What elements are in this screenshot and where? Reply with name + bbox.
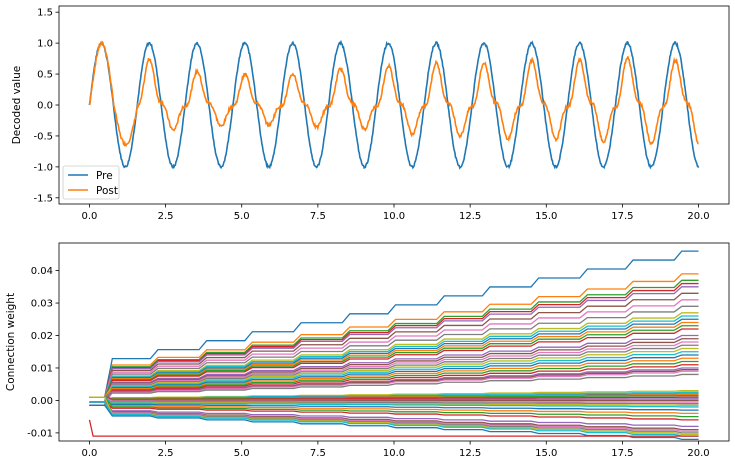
weight-line: [89, 334, 699, 406]
weight-line: [89, 401, 699, 437]
weight-line: [89, 370, 699, 406]
x-tick-label: 0.0: [82, 448, 98, 459]
x-tick-label: 10.0: [383, 211, 405, 222]
top-y-ticks: -1.5 -1.0 -0.5 0.0 0.5 1.0 1.5: [33, 8, 59, 204]
legend-post-label: Post: [96, 185, 118, 197]
top-lines: [88, 39, 700, 170]
weight-line: [89, 396, 699, 408]
x-tick-label: 5.0: [234, 211, 250, 222]
weight-line: [89, 357, 699, 398]
weight-line: [89, 292, 699, 406]
weight-line: [89, 273, 699, 403]
bottom-x-ticks: 0.0 2.5 5.0 7.5 10.0 12.5 15.0 17.5 20.0: [82, 441, 710, 459]
weight-line: [89, 404, 699, 428]
y-tick-label: 0.0: [37, 101, 53, 112]
weight-line: [89, 404, 699, 415]
top-ylabel: Decoded value: [11, 66, 23, 145]
weight-line: [89, 404, 699, 434]
weight-line: [89, 341, 699, 403]
x-tick-label: 12.5: [459, 211, 481, 222]
weight-line: [89, 396, 699, 431]
weight-line: [89, 318, 699, 403]
y-tick-label: 0.03: [31, 299, 53, 310]
weight-line: [89, 401, 699, 432]
weight-line: [89, 312, 699, 406]
y-tick-label: -0.01: [27, 428, 53, 439]
y-tick-label: 0.01: [31, 363, 53, 374]
series-post-line: [88, 40, 699, 147]
weight-line: [89, 373, 699, 398]
top-x-ticks: 0.0 2.5 5.0 7.5 10.0 12.5 15.0 17.5 20.0: [82, 204, 710, 222]
weight-line: [89, 299, 699, 398]
weight-line: [89, 401, 699, 405]
weight-line: [89, 328, 699, 403]
weight-line: [89, 344, 699, 406]
weight-line: [89, 396, 699, 436]
weight-line: [89, 354, 699, 406]
x-tick-label: 5.0: [234, 448, 250, 459]
bottom-ylabel: Connection weight: [5, 293, 17, 391]
x-tick-label: 10.0: [383, 448, 405, 459]
weight-line: [89, 396, 699, 403]
y-tick-label: 0.00: [31, 396, 53, 407]
top-chart: 0.0 2.5 5.0 7.5 10.0 12.5 15.0 17.5 20.0 -1.5-1.…: [11, 5, 730, 222]
x-tick-label: 2.5: [158, 448, 174, 459]
y-tick-label: -1.0: [33, 162, 53, 173]
weight-line: [89, 321, 699, 406]
top-plot-area: [59, 6, 729, 204]
weight-line: [89, 364, 699, 406]
weight-line: [89, 286, 699, 403]
x-tick-label: 20.0: [687, 211, 709, 222]
y-tick-label: -1.5: [33, 193, 53, 204]
x-tick-label: 17.5: [611, 448, 633, 459]
x-tick-label: 20.0: [687, 448, 709, 459]
x-tick-label: 17.5: [611, 211, 633, 222]
bottom-lines: [88, 250, 699, 441]
x-tick-label: 15.0: [535, 211, 557, 222]
weight-line: [89, 401, 699, 411]
y-tick-label: 1.0: [37, 39, 53, 50]
legend-pre-label: Pre: [96, 170, 113, 182]
weight-line: [89, 401, 699, 421]
x-tick-label: 12.5: [459, 448, 481, 459]
weight-line: [89, 347, 699, 398]
bottom-chart: 0.0 2.5 5.0 7.5 10.0 12.5 15.0 17.5 20.0 -0.01 0.…: [5, 242, 730, 459]
x-tick-label: 15.0: [535, 448, 557, 459]
weight-line: [89, 338, 699, 398]
bottom-y-ticks: -0.01 0.00 0.01 0.02 0.03 0.04: [27, 266, 59, 439]
y-tick-label: -0.5: [33, 131, 53, 142]
y-tick-label: 0.5: [37, 70, 53, 81]
weight-line: [89, 325, 699, 398]
weight-line: [89, 351, 699, 403]
x-tick-label: 7.5: [310, 211, 326, 222]
weight-line: [88, 419, 699, 437]
weight-line: [89, 401, 699, 406]
y-tick-label: 0.04: [31, 266, 53, 277]
weight-line: [89, 396, 699, 418]
y-tick-label: 1.5: [37, 8, 53, 19]
weight-line: [89, 282, 699, 398]
y-tick-label: 0.02: [31, 331, 53, 342]
weight-line: [89, 399, 699, 406]
legend: Pre Post: [62, 165, 120, 200]
weight-line: [89, 279, 699, 406]
weight-line: [89, 360, 699, 403]
series-pre-line: [88, 39, 700, 170]
x-tick-label: 7.5: [310, 448, 326, 459]
x-tick-label: 0.0: [82, 211, 98, 222]
weight-line: [89, 305, 699, 403]
weight-line: [89, 250, 699, 398]
x-tick-label: 2.5: [158, 211, 174, 222]
weight-line: [89, 315, 699, 398]
